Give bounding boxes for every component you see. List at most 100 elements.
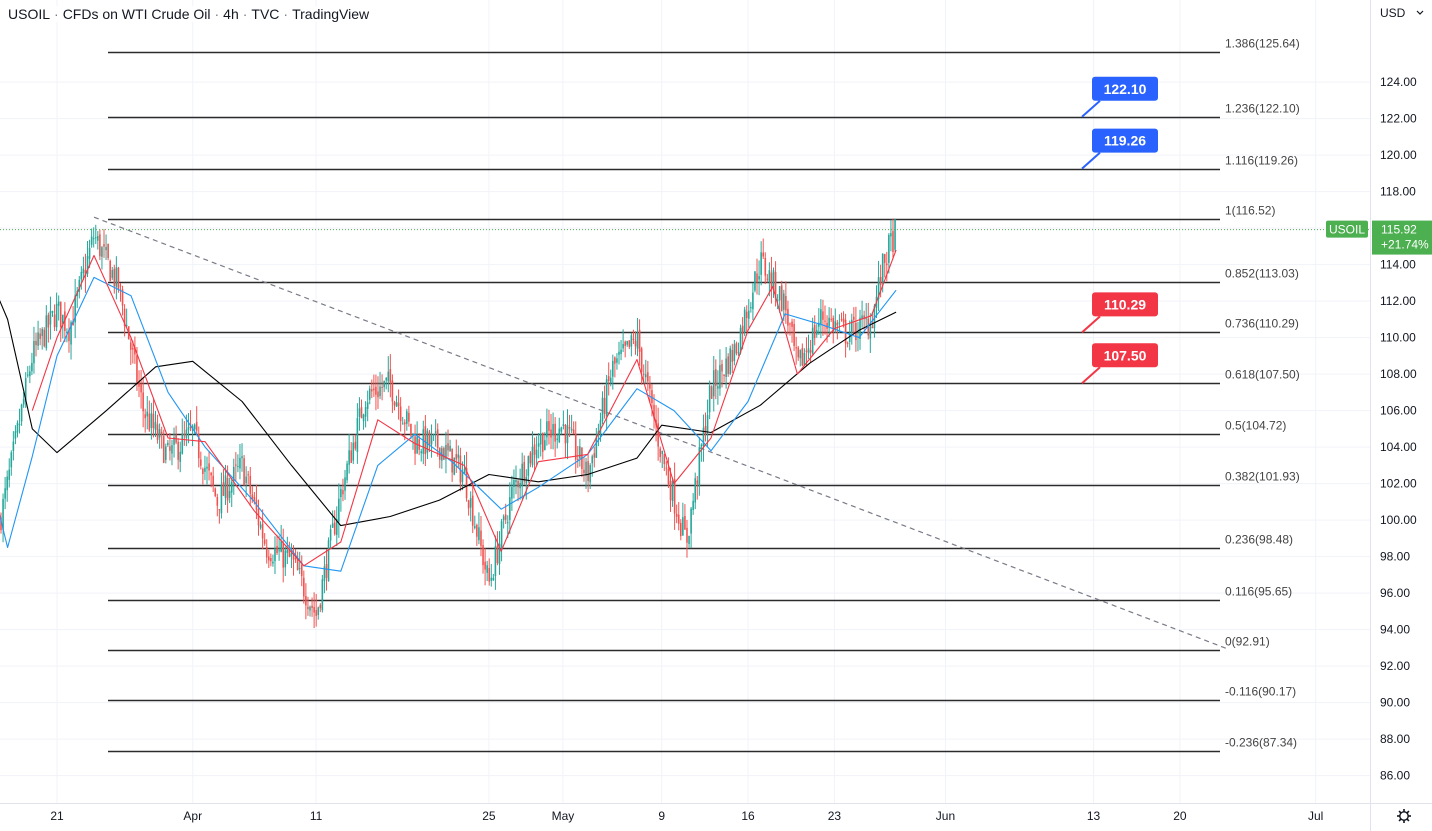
candle-body [158,429,161,438]
candle-body [309,606,311,611]
candle-body [572,429,575,434]
candle-body [210,472,212,476]
candle-body [661,450,664,454]
candle-body [607,376,610,381]
candle-body [243,458,245,486]
candle-body [146,411,149,417]
candle-body [717,386,719,389]
candle-body [20,404,23,422]
candle-body [886,263,888,266]
candle-body [659,448,661,457]
candle-body [552,424,554,436]
candle-body [342,490,344,495]
candle-body [725,358,727,377]
fib-level-label: 0.236(98.48) [1225,533,1293,547]
chevron-down-icon[interactable] [1416,10,1424,15]
candle-body [544,440,546,451]
candle-body [881,253,884,283]
candle-body [558,428,561,443]
candle-body [453,457,455,475]
callout-box[interactable] [1092,343,1158,368]
candle-body [694,478,697,503]
candle-body [764,257,767,276]
candle-body [418,439,420,450]
candle-body [426,430,429,453]
time-tick-label: 13 [1087,809,1101,823]
symbol-badge-label: USOIL [1329,223,1365,237]
candle-body [103,244,105,247]
candle-body [132,347,134,350]
candle-body [358,408,361,417]
candle-body [471,495,474,526]
candle-body [37,332,39,346]
candle-body [138,381,140,387]
candle-body [785,296,787,311]
currency-selector[interactable]: USD [1380,6,1406,20]
candle-body [78,279,81,292]
candle-body [142,392,144,412]
candle-body [125,324,128,326]
candle-body [605,379,608,417]
time-axis[interactable]: 21 Apr 11 25 May 9 16 23 Jun 13 20 Jul [50,809,1323,823]
candle-body [706,415,709,433]
candle-body [455,454,458,460]
candle-body [846,342,849,344]
candle-body [162,436,165,463]
price-tick-label: 98.00 [1380,550,1410,564]
candle-body [39,333,41,339]
candle-body [570,428,573,431]
callout-box[interactable] [1092,128,1158,153]
candle-body [813,325,816,339]
candle-body [397,402,400,407]
candle-body [609,377,612,383]
candle-body [144,414,146,419]
candle-body [541,433,544,452]
candle-body [387,371,390,382]
candle-body [630,335,633,347]
trendline[interactable] [93,216,1230,651]
candle-body [760,252,762,275]
candle-body [362,414,365,422]
candle-body [459,455,462,483]
candle-body [476,524,478,537]
fib-level-label: -0.116(90.17) [1225,685,1296,699]
candle-body [698,447,701,487]
price-tick-label: 106.00 [1380,404,1417,418]
candle-body [649,384,651,389]
candle-body [490,577,493,581]
candle-body [119,285,122,287]
candle-body [66,331,68,334]
time-tick-label: Jun [936,809,955,823]
candle-body [274,548,276,562]
candle-body [185,429,188,438]
candle-body [780,285,783,312]
candle-body [735,343,738,354]
candle-body [855,322,857,341]
candle-body [465,467,468,499]
candle-body [554,423,556,442]
callout-box[interactable] [1092,76,1158,101]
candle-body [270,557,272,562]
fib-level-label: 1.236(122.10) [1225,102,1300,116]
callout-label: 119.26 [1104,133,1146,149]
callout-box[interactable] [1092,292,1158,317]
candle-body [323,566,326,581]
candle-body [754,271,756,291]
candle-body [57,301,60,306]
candle-body [403,422,406,425]
symbol-badge [1326,220,1368,238]
candle-body [677,514,680,524]
candle-body [294,558,297,560]
gear-icon[interactable] [1397,809,1411,823]
candle-body [43,329,46,347]
time-tick-label: Jul [1308,809,1323,823]
candle-body [801,347,804,366]
instrument-description: CFDs on WTI Crude Oil [62,6,211,22]
candle-body [140,383,142,393]
price-callouts[interactable]: 122.10 119.26 110.29 107.50 [1081,76,1158,384]
price-tick-label: 122.00 [1380,112,1417,126]
candle-body [883,254,886,263]
candle-body [438,447,441,460]
candle-body [789,323,791,325]
